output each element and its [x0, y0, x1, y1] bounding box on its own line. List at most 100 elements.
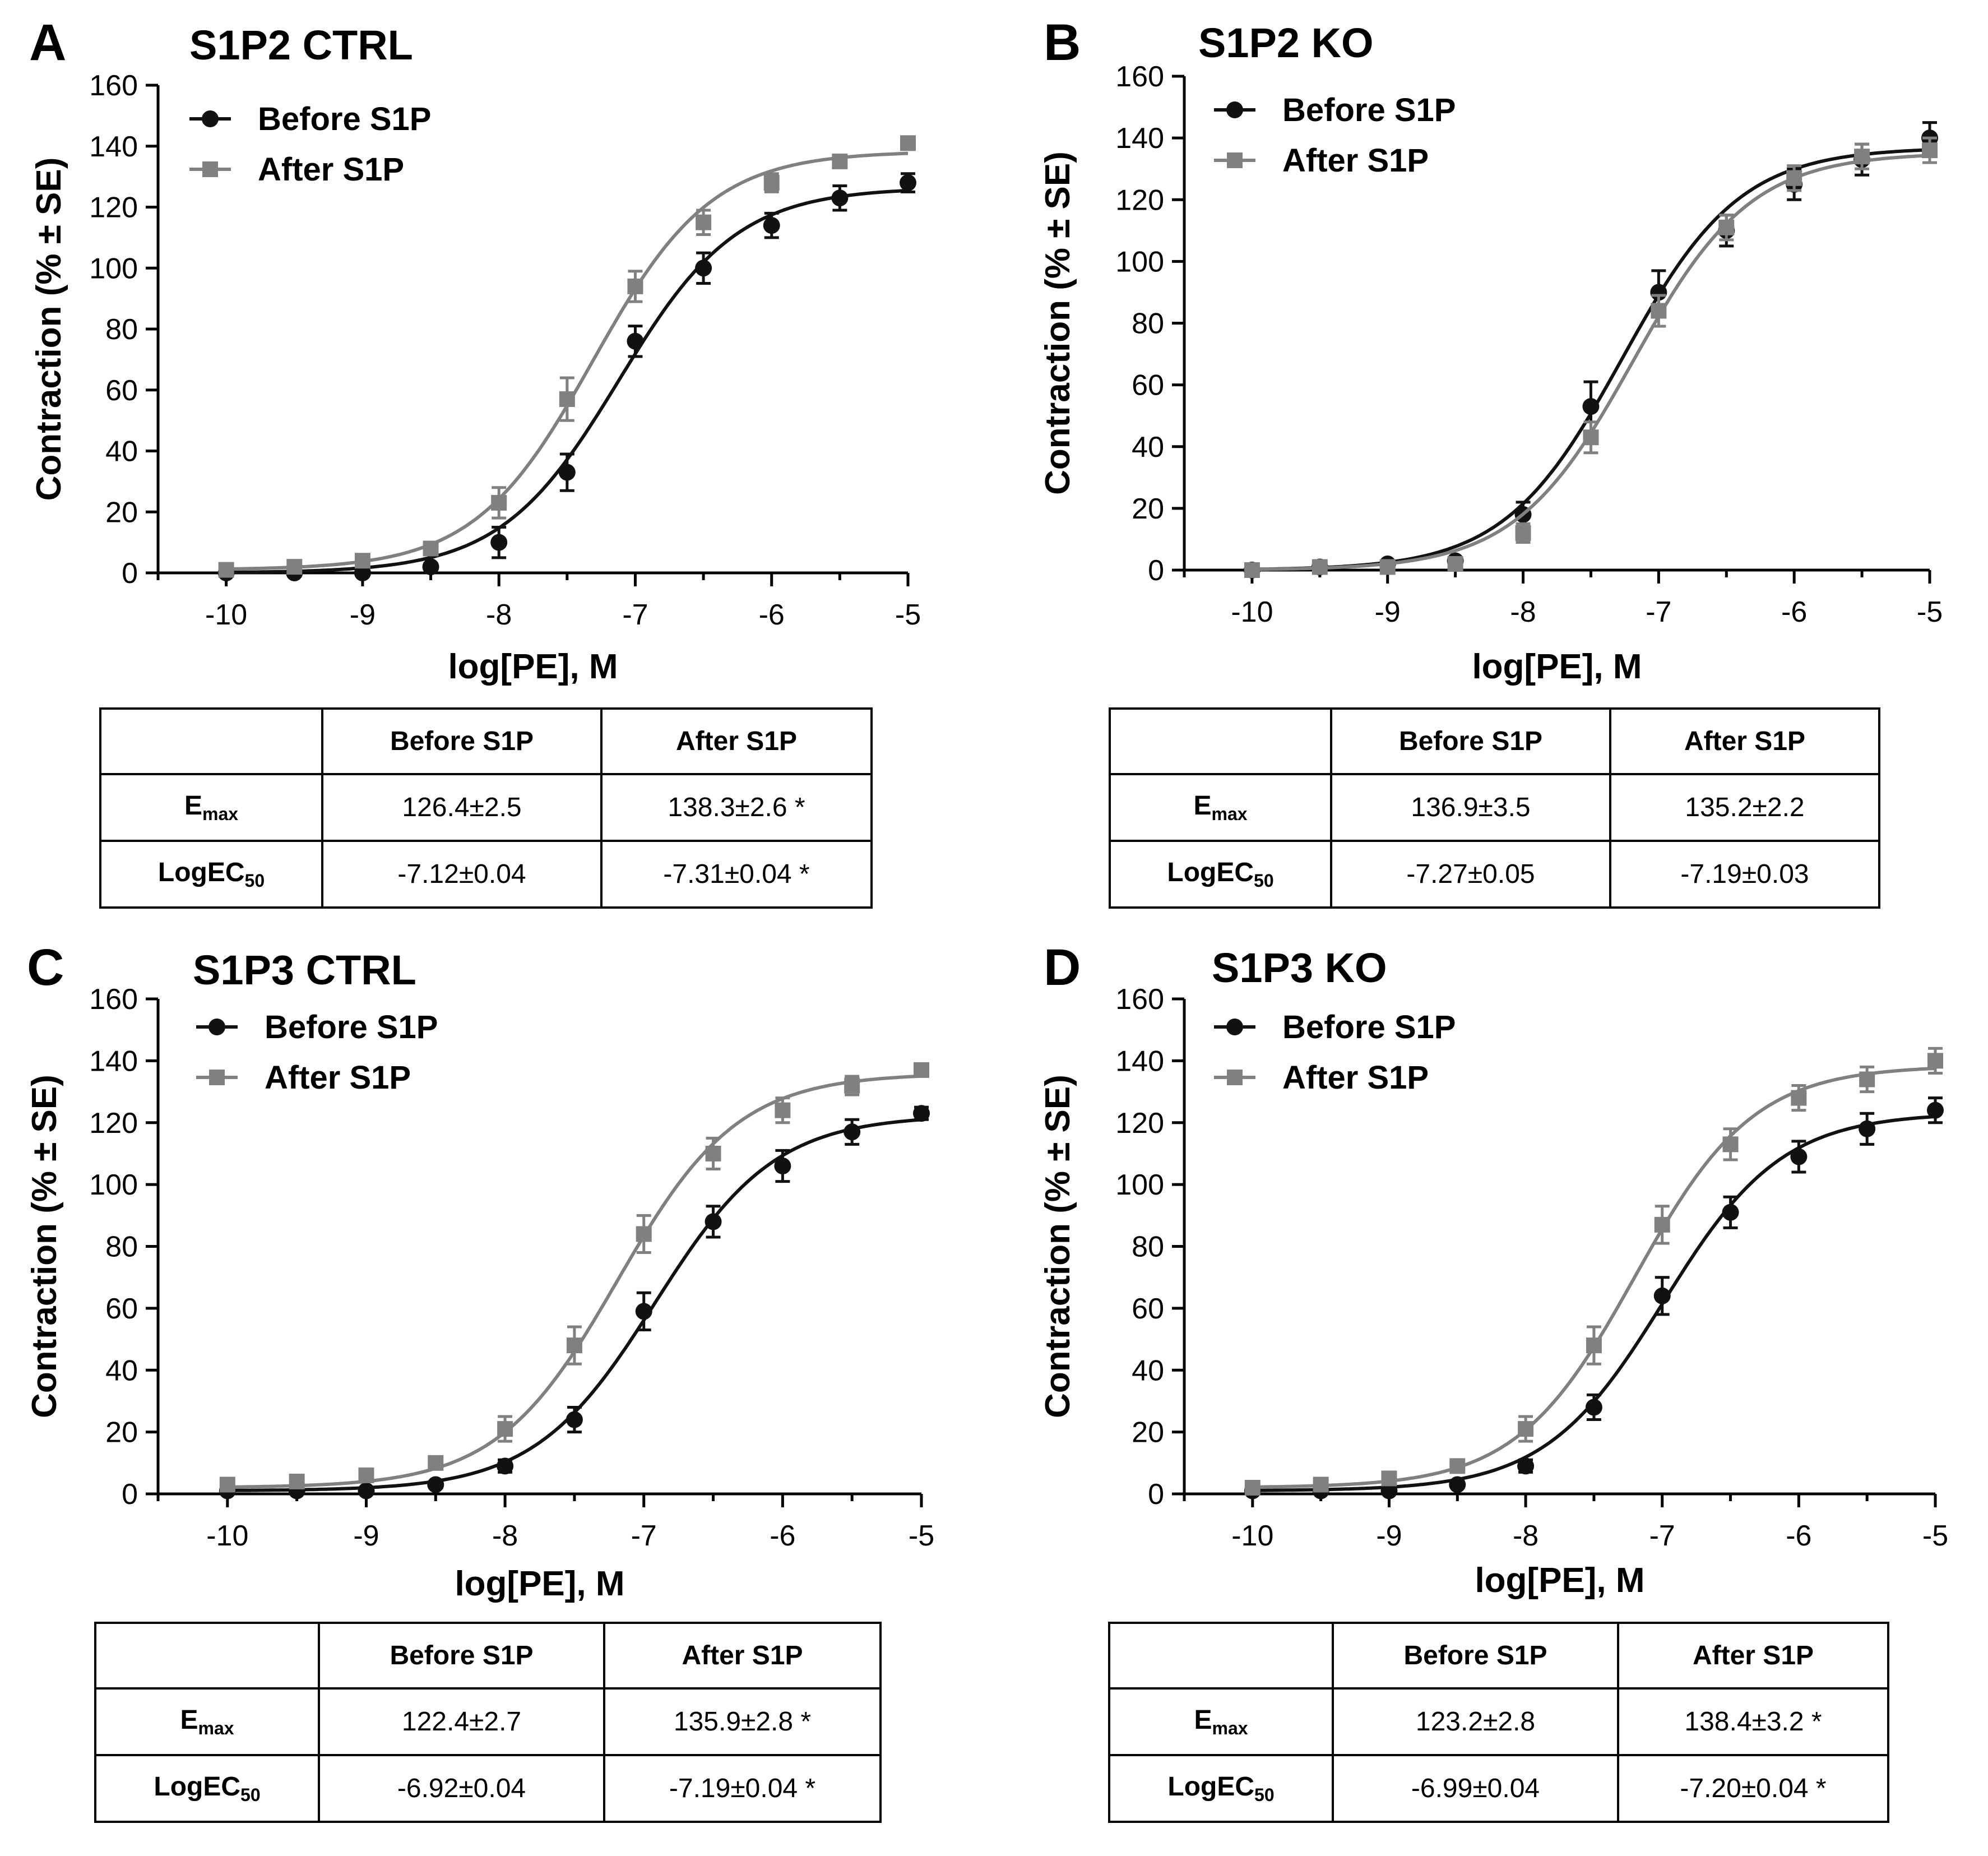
- y-tick-label: 160: [89, 70, 138, 102]
- data-point-after: [423, 540, 439, 557]
- data-point-after: [1379, 559, 1396, 575]
- data-point-after: [1449, 1458, 1466, 1474]
- header-after: After S1P: [1617, 1622, 1889, 1690]
- data-point-after: [1722, 1136, 1739, 1153]
- data-point-before: [635, 1303, 652, 1320]
- data-point-after: [491, 494, 507, 511]
- header-before: Before S1P: [321, 707, 603, 775]
- data-point-after: [1583, 429, 1599, 446]
- y-tick-label: 60: [1132, 369, 1164, 402]
- data-point-before: [1722, 1204, 1739, 1221]
- data-point-before: [913, 1105, 930, 1122]
- data-point-before: [1927, 1101, 1944, 1119]
- data-point-after: [497, 1421, 513, 1437]
- data-point-after: [1654, 1216, 1670, 1233]
- data-point-after: [844, 1077, 860, 1094]
- legend-marker-square-icon: [202, 161, 218, 177]
- y-tick-label: 20: [1132, 1417, 1164, 1449]
- data-point-after: [1586, 1337, 1602, 1354]
- y-tick-label: 40: [105, 1354, 138, 1387]
- y-tick-label: 160: [1115, 61, 1164, 93]
- panel-title: S1P3 CTRL: [193, 947, 416, 993]
- data-point-after: [354, 553, 370, 569]
- data-point-before: [358, 1482, 375, 1499]
- y-axis-label: Contraction (% ± SE): [25, 1075, 64, 1418]
- data-point-after: [1786, 170, 1802, 186]
- logec50-before: -7.12±0.04: [321, 840, 603, 909]
- table-header-row: Before S1P After S1P: [1108, 1622, 1889, 1690]
- logec50-after: -7.19±0.04 *: [603, 1754, 882, 1823]
- row-label-emax: Emax: [1108, 1687, 1334, 1756]
- table-row-emax: Emax 122.4±2.7 135.9±2.8 *: [94, 1687, 882, 1756]
- panel-title: S1P3 KO: [1212, 945, 1387, 991]
- x-tick-label: -9: [1375, 596, 1401, 628]
- data-point-before: [490, 534, 508, 551]
- data-point-after: [219, 1477, 235, 1493]
- legend-marker-square-icon: [1227, 1070, 1243, 1085]
- logec50-after: -7.31±0.04 *: [600, 840, 873, 909]
- panel-title: S1P2 KO: [1198, 20, 1374, 66]
- x-tick-label: -6: [1786, 1520, 1811, 1552]
- legend-marker-circle-icon: [1226, 1019, 1243, 1035]
- panel-letter: C: [27, 939, 64, 996]
- header-after: After S1P: [600, 707, 873, 775]
- table-header-row: Before S1P After S1P: [1109, 707, 1880, 775]
- table-row-logec50: LogEC50 -6.92±0.04 -7.19±0.04 *: [94, 1754, 882, 1823]
- data-point-after: [1244, 562, 1260, 578]
- panel-d: D S1P3 KO 0 20 40 60 80 100 120 140 160 -10 -9 -8 -7…: [1014, 925, 1988, 1856]
- header-before: Before S1P: [1332, 1622, 1619, 1690]
- y-tick-label: 0: [122, 557, 138, 590]
- table-row-logec50: LogEC50 -6.99±0.04 -7.20±0.04 *: [1108, 1754, 1889, 1823]
- data-point-after: [627, 278, 643, 294]
- y-tick-label: 80: [1132, 308, 1164, 340]
- table-row-emax: Emax 123.2±2.8 138.4±3.2 *: [1108, 1687, 1889, 1756]
- parameters-table: Before S1P After S1P Emax 122.4±2.7 135.…: [94, 1622, 882, 1823]
- data-point-after: [832, 153, 848, 169]
- data-point-before: [1790, 1148, 1808, 1165]
- data-point-after: [1791, 1090, 1807, 1106]
- legend-label: After S1P: [1282, 142, 1429, 179]
- dose-response-chart: 0 20 40 60 80 100 120 140 160 -10 -9 -8 -7 -6 -5 log[PE…: [1039, 983, 1948, 1600]
- emax-after: 138.4±3.2 *: [1617, 1687, 1889, 1756]
- panel-b: B S1P2 KO 0 20 40 60 80 100 120 140 160 -10 -9 -8 -7…: [1014, 0, 1988, 919]
- table-corner-cell: [99, 707, 323, 775]
- data-point-before: [497, 1457, 514, 1475]
- x-tick-label: -5: [1922, 1520, 1948, 1552]
- legend-label: Before S1P: [1282, 1009, 1456, 1045]
- y-tick-label: 20: [1132, 493, 1164, 525]
- x-tick-label: -5: [909, 1520, 934, 1552]
- y-tick-label: 40: [1132, 431, 1164, 464]
- data-point-after: [914, 1062, 929, 1078]
- y-tick-label: 100: [1115, 1169, 1164, 1201]
- data-point-before: [774, 1158, 791, 1175]
- emax-after: 138.3±2.6 *: [600, 773, 873, 842]
- y-tick-label: 120: [89, 1107, 138, 1140]
- data-point-after: [775, 1102, 791, 1118]
- panel-c: C S1P3 CTRL 0 20 40 60 80 100 120 140 160 -10 -9 -8…: [0, 925, 994, 1856]
- y-tick-label: 20: [105, 1417, 138, 1449]
- y-tick-label: 40: [105, 436, 138, 468]
- x-tick-label: -9: [1376, 1520, 1402, 1552]
- x-tick-label: -6: [1781, 596, 1807, 628]
- data-point-after: [1447, 556, 1463, 572]
- table-corner-cell: [1109, 707, 1332, 775]
- row-label-logec50: LogEC50: [99, 840, 323, 909]
- emax-before: 126.4±2.5: [321, 773, 603, 842]
- logec50-before: -7.27±0.05: [1330, 840, 1611, 909]
- data-point-after: [900, 135, 916, 151]
- y-tick-label: 120: [89, 192, 138, 224]
- y-axis-label: Contraction (% ± SE): [30, 158, 68, 501]
- x-tick-label: -7: [622, 599, 648, 631]
- y-tick-label: 80: [1132, 1231, 1164, 1263]
- y-tick-label: 40: [1132, 1354, 1164, 1387]
- x-tick-label: -10: [205, 599, 247, 631]
- logec50-after: -7.20±0.04 *: [1617, 1754, 1889, 1823]
- y-tick-label: 60: [105, 1293, 138, 1325]
- y-tick-label: 0: [1148, 1478, 1164, 1511]
- x-tick-label: -8: [492, 1520, 518, 1552]
- parameters-table: Before S1P After S1P Emax 123.2±2.8 138.…: [1108, 1622, 1889, 1823]
- data-point-after: [1244, 1479, 1261, 1496]
- x-tick-label: -9: [350, 599, 376, 631]
- parameters-table: Before S1P After S1P Emax 126.4±2.5 138.…: [99, 707, 873, 909]
- y-axis-label: Contraction (% ± SE): [1039, 151, 1077, 495]
